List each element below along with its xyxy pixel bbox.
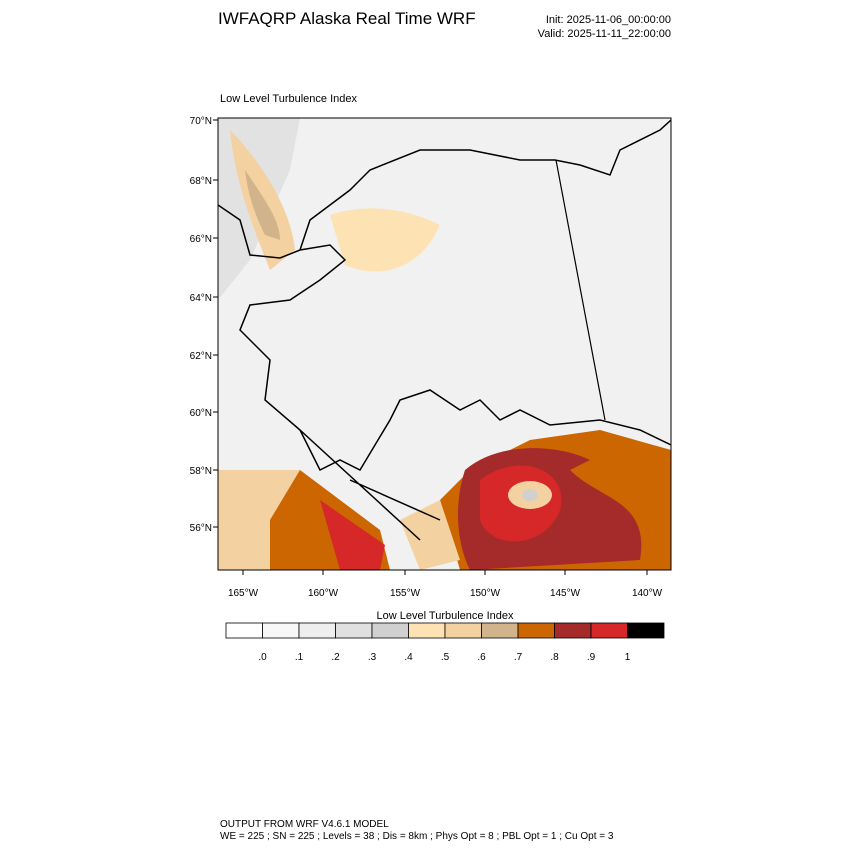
lat-label: 70°N: [190, 116, 212, 127]
colorbar-label: .2: [331, 652, 340, 663]
lat-label: 62°N: [190, 351, 212, 362]
lon-label: 145°W: [550, 588, 581, 599]
footer-line: WE = 225 ; SN = 225 ; Levels = 38 ; Dis …: [220, 831, 614, 842]
lon-label: 155°W: [390, 588, 421, 599]
colorbar-label: 1: [625, 652, 631, 663]
colorbar-box: [262, 622, 300, 639]
field-shade: [400, 500, 460, 570]
colorbar-label: .5: [441, 652, 450, 663]
title: IWFAQRP Alaska Real Time WRF: [218, 9, 476, 28]
colorbar-box: [298, 622, 336, 639]
colorbar-title: Low Level Turbulence Index: [377, 610, 514, 622]
colorbar-label: .1: [295, 652, 304, 663]
colorbar-box: [554, 622, 592, 639]
colorbar-label: .3: [368, 652, 377, 663]
border: [555, 159, 606, 421]
colorbar-label: .6: [477, 652, 486, 663]
colorbar-label: .7: [514, 652, 523, 663]
lon-label: 150°W: [470, 588, 501, 599]
map-label: Low Level Turbulence Index: [220, 93, 357, 105]
colorbar-box: [517, 622, 555, 639]
colorbar-box: [590, 622, 628, 639]
colorbar-box: [225, 622, 263, 639]
lon-label: 140°W: [632, 588, 663, 599]
field-shade: [245, 170, 280, 240]
lat-label: 64°N: [190, 293, 212, 304]
colorbar-box: [335, 622, 373, 639]
colorbar-box: [408, 622, 446, 639]
colorbar-label: .9: [587, 652, 596, 663]
init-time: Init: 2025-11-06_00:00:00: [546, 14, 671, 26]
field-shade: [522, 489, 538, 501]
lat-label: 66°N: [190, 234, 212, 245]
field-shade: [320, 500, 385, 570]
colorbar-box: [444, 622, 482, 639]
lon-label: 160°W: [308, 588, 339, 599]
lat-label: 68°N: [190, 176, 212, 187]
colorbar-box: [627, 622, 665, 639]
valid-time: Valid: 2025-11-11_22:00:00: [538, 28, 671, 40]
colorbar-box: [481, 622, 519, 639]
colorbar-label: .0: [258, 652, 267, 663]
colorbar: .0 .1 .2 .3 .4 .5 .6 .7 .8 .9 1: [225, 622, 665, 663]
lon-label: 165°W: [228, 588, 259, 599]
lat-label: 56°N: [190, 523, 212, 534]
field-shade: [330, 208, 440, 272]
lat-label: 58°N: [190, 466, 212, 477]
map: [217, 117, 672, 571]
colorbar-box: [371, 622, 409, 639]
colorbar-label: .4: [404, 652, 413, 663]
map-frame: [217, 117, 672, 571]
coastline: [218, 119, 671, 541]
lat-label: 60°N: [190, 408, 212, 419]
colorbar-label: .8: [550, 652, 559, 663]
footer-line: OUTPUT FROM WRF V4.6.1 MODEL: [220, 819, 389, 830]
